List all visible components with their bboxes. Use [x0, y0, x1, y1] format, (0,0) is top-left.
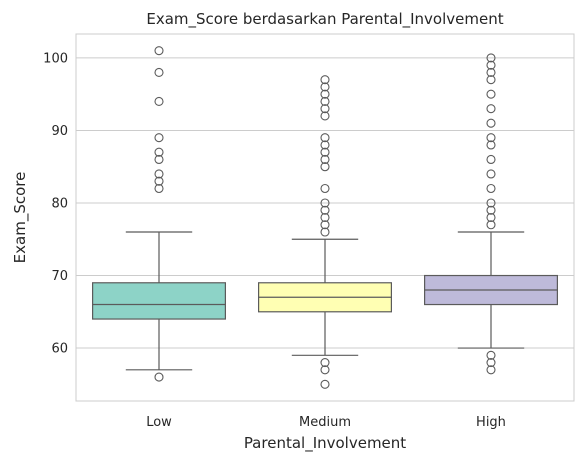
outlier-point: [320, 379, 330, 389]
y-axis-label: Exam_Score: [11, 172, 30, 264]
outlier-point: [486, 89, 496, 99]
chart-title: Exam_Score berdasarkan Parental_Involvem…: [146, 10, 503, 29]
outlier-point: [320, 111, 330, 121]
outlier-point: [486, 358, 496, 368]
outlier-point: [154, 154, 164, 165]
outlier-point: [320, 198, 330, 208]
outlier-point: [486, 118, 496, 128]
outlier-point: [154, 96, 164, 107]
outlier-point: [486, 67, 496, 77]
box-low: [91, 46, 227, 382]
outlier-point: [486, 53, 496, 63]
outlier-point: [154, 176, 164, 186]
box-medium: [258, 75, 393, 389]
y-tick-labels: 60 70 80 90 100: [43, 51, 68, 356]
outlier-point: [486, 60, 496, 70]
outlier-point: [320, 212, 330, 223]
outlier-point: [154, 67, 164, 77]
outlier-point: [320, 82, 330, 92]
outlier-point: [320, 365, 330, 375]
y-tick-label: 70: [51, 269, 68, 284]
outlier-point: [320, 358, 330, 368]
outlier-point: [320, 96, 330, 107]
y-tick-label: 100: [43, 51, 68, 66]
y-tick-label: 90: [51, 124, 68, 139]
outlier-point: [486, 133, 496, 143]
plot-area-frame: [75, 33, 575, 402]
x-axis-label: Parental_Involvement: [244, 434, 406, 453]
outlier-point: [154, 46, 164, 56]
outlier-point: [486, 365, 496, 375]
outlier-point: [154, 133, 164, 143]
outlier-point: [320, 227, 330, 237]
outlier-point: [320, 162, 330, 172]
outlier-point: [486, 140, 496, 150]
outlier-point: [320, 154, 330, 165]
outlier-point: [486, 104, 496, 114]
outlier-point: [486, 183, 496, 194]
outlier-point: [320, 183, 330, 194]
box-high: [424, 53, 559, 375]
x-tick-label: High: [476, 415, 506, 430]
outlier-point: [320, 220, 330, 230]
outlier-point: [320, 104, 330, 114]
outlier-point: [486, 154, 496, 165]
outlier-point: [486, 205, 496, 215]
box-layer: [91, 46, 559, 389]
outlier-point: [320, 133, 330, 143]
outlier-point: [154, 372, 164, 382]
y-tick-label: 80: [51, 196, 68, 211]
outlier-point: [486, 220, 496, 230]
outlier-point: [154, 183, 164, 194]
outlier-point: [154, 169, 164, 179]
outlier-point: [320, 89, 330, 99]
outlier-point: [154, 147, 164, 157]
outlier-point: [320, 147, 330, 157]
outlier-point: [486, 169, 496, 179]
x-tick-label: Medium: [299, 415, 351, 430]
outlier-point: [320, 205, 330, 215]
outlier-point: [320, 140, 330, 150]
outlier-point: [320, 75, 330, 85]
x-tick-label: Low: [146, 415, 172, 430]
y-tick-label: 60: [51, 342, 68, 357]
iqr-box: [91, 282, 227, 320]
outlier-point: [486, 212, 496, 223]
outlier-point: [486, 350, 496, 360]
outlier-point: [486, 198, 496, 208]
x-tick-labels: Low Medium High: [146, 415, 506, 430]
outlier-point: [486, 75, 496, 85]
